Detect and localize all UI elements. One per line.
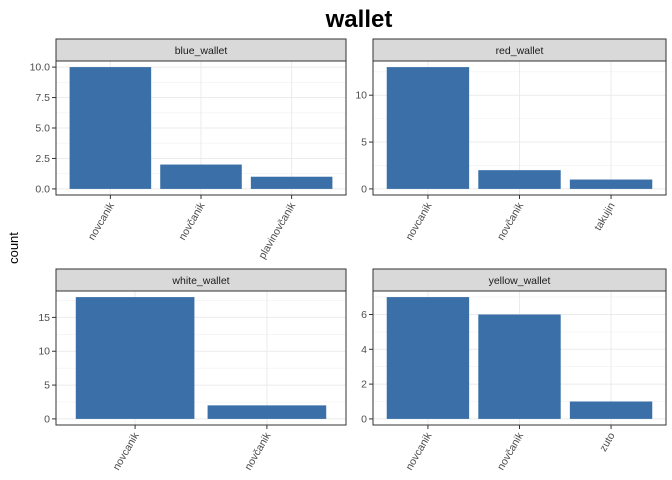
x-tick-label: novcanik [403, 200, 434, 243]
x-tick-label: novcanik [403, 430, 434, 473]
facet-strip-label: white_wallet [171, 275, 229, 287]
facet-strip-label: blue_wallet [175, 45, 228, 57]
x-tick-label: novcanik [86, 200, 117, 243]
bar [569, 179, 653, 189]
panel-border [372, 60, 667, 196]
panel-border [55, 290, 347, 426]
y-tick-label: 10 [355, 90, 367, 102]
bar [386, 297, 470, 419]
bar [478, 314, 561, 419]
x-tick-label: plavinovčanik [256, 200, 298, 261]
y-tick-label: 0 [361, 413, 367, 425]
facet-panel: red_wallet 0 5 10 novcanik novčanik takujin [355, 38, 667, 243]
y-tick-label: 0.0 [35, 183, 50, 195]
bar [386, 67, 470, 189]
y-tick-label: 4 [361, 344, 367, 356]
y-tick-label: 5 [361, 137, 367, 149]
x-tick-label: novčanik [495, 430, 526, 473]
panel-border [55, 60, 347, 196]
x-tick-label: novčanik [495, 200, 526, 243]
x-tick-label: novcanik [111, 430, 142, 473]
bar [207, 405, 327, 419]
bar [69, 67, 152, 189]
bar [569, 401, 653, 419]
y-tick-label: 2.5 [35, 153, 50, 165]
bar [250, 176, 333, 189]
y-axis-label: count [6, 232, 21, 264]
bar [478, 170, 561, 189]
chart-title: wallet [325, 6, 393, 33]
y-tick-label: 0 [44, 413, 50, 425]
y-tick-label: 6 [361, 309, 367, 321]
x-tick-label: zuto [597, 430, 617, 453]
y-tick-label: 5 [44, 380, 50, 392]
y-tick-label: 10.0 [30, 62, 51, 74]
x-tick-label: novčanik [242, 430, 273, 473]
bar [160, 164, 242, 189]
panel-border [372, 290, 667, 426]
y-tick-label: 0 [361, 183, 367, 195]
y-tick-label: 10 [38, 346, 50, 358]
y-tick-label: 5.0 [35, 123, 50, 135]
bar [75, 297, 195, 419]
facet-strip-label: red_wallet [496, 45, 544, 57]
x-tick-label: takujin [592, 200, 618, 232]
facet-panel: yellow_wallet 0 2 4 6 novcanik novčanik zuto [361, 268, 667, 473]
y-tick-label: 7.5 [35, 92, 50, 104]
facet-panel: white_wallet 0 5 10 15 novcanik novčanik [38, 268, 347, 473]
y-tick-label: 2 [361, 379, 367, 391]
x-tick-label: novčanik [176, 200, 207, 243]
y-tick-label: 15 [38, 312, 50, 324]
facet-strip-label: yellow_wallet [489, 275, 551, 287]
facet-panel: blue_wallet 0.0 2.5 5.0 7.5 10.0 novcanik novča… [30, 38, 347, 261]
